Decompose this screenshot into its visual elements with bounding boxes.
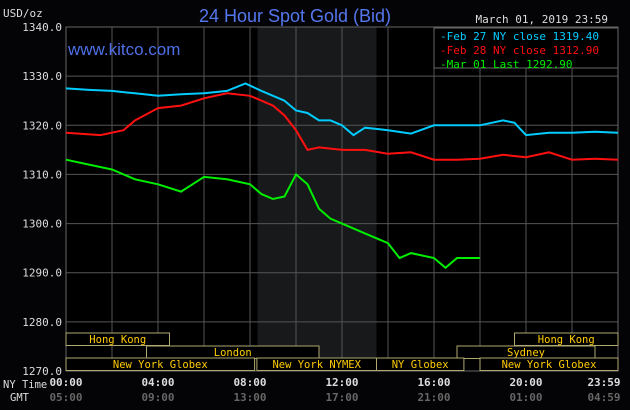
series-line	[65, 82, 619, 137]
x-tick-gmt: 13:00	[233, 391, 266, 404]
y-tick-label: 1300.0	[22, 218, 62, 231]
session-label: New York Globex	[113, 359, 208, 371]
timestamp: March 01, 2019 23:59	[476, 13, 608, 26]
x-tick-ny: 04:00	[141, 376, 174, 389]
x-tick-gmt: 09:00	[141, 391, 174, 404]
x-tick-ny: 12:00	[325, 376, 358, 389]
session-label: NY Globex	[392, 359, 449, 371]
legend-entry: -Mar 01 Last 1292.90	[440, 58, 572, 71]
y-tick-label: 1290.0	[22, 267, 62, 280]
session-bar	[376, 357, 465, 371]
x-tick-gmt: 21:00	[417, 391, 450, 404]
legend-box	[433, 27, 619, 69]
x-tick-gmt: 04:59	[587, 391, 620, 404]
x-tick-ny: 16:00	[417, 376, 450, 389]
y-tick-label: 1270.0	[22, 365, 62, 378]
session-bar	[65, 357, 256, 371]
session-label: Hong Kong	[89, 334, 146, 346]
chart-title: 24 Hour Spot Gold (Bid)	[199, 6, 391, 26]
session-bar	[65, 332, 170, 346]
series-line	[65, 92, 619, 161]
series-line	[65, 158, 480, 270]
y-tick-label: 1330.0	[22, 70, 62, 83]
y-tick-label: 1280.0	[22, 316, 62, 329]
legend-entry: -Feb 27 NY close 1319.40	[440, 30, 599, 43]
watermark: www.kitco.com	[67, 40, 180, 59]
x-tick-ny: 08:00	[233, 376, 266, 389]
session-label: Hong Kong	[538, 334, 595, 346]
session-label: Sydney	[507, 347, 545, 359]
y-tick-label: 1340.0	[22, 21, 62, 34]
x-tick-ny: 20:00	[509, 376, 542, 389]
x-tick-ny: 00:00	[49, 376, 82, 389]
session-bar	[479, 357, 619, 371]
session-label: New York NYMEX	[272, 359, 361, 371]
session-label: New York Globex	[502, 359, 597, 371]
x-row-label-ny: NY Time	[3, 379, 47, 391]
x-tick-gmt: 05:00	[49, 391, 82, 404]
y-tick-label: 1320.0	[22, 119, 62, 132]
unit-label: USD/oz	[3, 7, 43, 20]
legend-entry: -Feb 28 NY close 1312.90	[440, 44, 599, 57]
x-tick-ny: 23:59	[587, 376, 620, 389]
x-tick-gmt: 17:00	[325, 391, 358, 404]
session-label: London	[214, 347, 252, 359]
x-tick-gmt: 01:00	[509, 391, 542, 404]
y-tick-label: 1310.0	[22, 168, 62, 181]
x-row-label-gmt: GMT	[10, 392, 30, 404]
